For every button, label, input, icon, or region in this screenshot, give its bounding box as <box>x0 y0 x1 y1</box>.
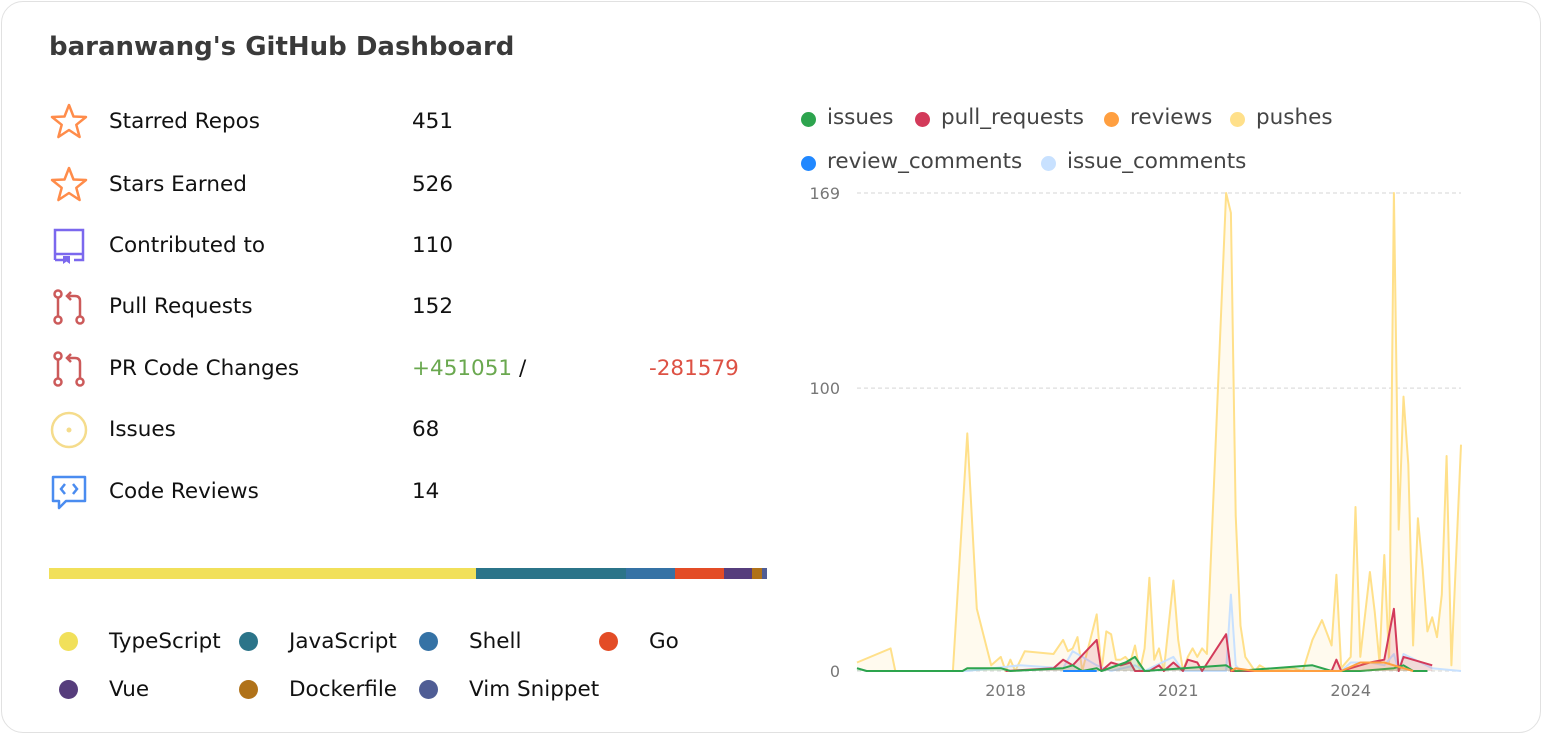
stat-row-issues: Issues 68 <box>49 409 769 449</box>
stat-value: 14 <box>412 479 440 504</box>
language-dot <box>419 680 438 699</box>
series-area-pushes <box>857 193 1461 671</box>
y-tick-label: 100 <box>809 379 840 398</box>
deletions: -281579 <box>649 356 739 381</box>
language-legend-item: Vim Snippet <box>419 677 600 702</box>
stat-row-starred-repos: Starred Repos 451 <box>49 101 769 141</box>
x-tick-label: 2018 <box>985 681 1026 700</box>
issue-icon <box>49 410 89 450</box>
language-name: Dockerfile <box>289 677 398 702</box>
x-tick-label: 2024 <box>1330 681 1371 700</box>
pull-request-icon <box>49 349 89 389</box>
separator: / <box>518 356 527 381</box>
stat-label: Stars Earned <box>109 172 247 197</box>
language-legend-item: Shell <box>419 629 522 654</box>
code-review-icon <box>49 472 89 512</box>
legend-label: issues <box>827 105 894 130</box>
language-bar-segment-typescript <box>49 568 477 579</box>
language-dot <box>239 680 258 699</box>
legend-label: issue_comments <box>1067 149 1247 174</box>
y-tick-label: 169 <box>809 184 840 203</box>
stat-value: 68 <box>412 417 440 442</box>
chart-legend-pull-requests[interactable]: pull_requests <box>915 105 1084 130</box>
legend-label: review_comments <box>827 149 1023 174</box>
stat-value: 152 <box>412 294 454 319</box>
chart-legend-issues[interactable]: issues <box>801 105 894 130</box>
series-line-issues <box>856 655 1428 672</box>
stat-row-contributed-to: Contributed to 110 <box>49 225 769 265</box>
language-name: TypeScript <box>109 629 221 654</box>
language-legend-item: Dockerfile <box>239 677 398 702</box>
legend-dot <box>915 112 930 127</box>
legend-dot <box>1041 156 1056 171</box>
y-tick-label: 0 <box>830 662 840 681</box>
legend-dot <box>1104 112 1119 127</box>
language-dot <box>239 632 258 651</box>
stat-value: 451 <box>412 109 454 134</box>
chart-legend-reviews[interactable]: reviews <box>1104 105 1213 130</box>
language-name: Go <box>649 629 679 654</box>
language-dot <box>599 632 618 651</box>
series-line-reviews <box>1230 661 1414 672</box>
chart-legend-issue-comments[interactable]: issue_comments <box>1041 149 1247 174</box>
chart-legend-pushes[interactable]: pushes <box>1230 105 1333 130</box>
language-legend-item: Vue <box>59 677 150 702</box>
language-bar-segment-dockerfile <box>751 568 762 579</box>
legend-label: pull_requests <box>941 105 1084 130</box>
star-icon <box>49 102 89 142</box>
language-name: Vue <box>109 677 150 702</box>
stat-row-stars-earned: Stars Earned 526 <box>49 164 769 204</box>
language-bar-segment-go <box>675 568 724 579</box>
stat-row-pr-code-changes: PR Code Changes +451051 / -281579 <box>49 348 769 388</box>
stat-row-code-reviews: Code Reviews 14 <box>49 471 769 511</box>
stat-label: Pull Requests <box>109 294 253 319</box>
stat-value: +451051 / -281579 <box>412 356 739 381</box>
series-area-reviews <box>1230 662 1414 671</box>
page-title: baranwang's GitHub Dashboard <box>49 32 515 62</box>
additions: +451051 <box>412 356 513 381</box>
language-legend-item: TypeScript <box>59 629 221 654</box>
language-name: JavaScript <box>289 629 397 654</box>
language-bar-segment-shell <box>626 568 676 579</box>
stat-label: Code Reviews <box>109 479 259 504</box>
chart-legend-review-comments[interactable]: review_comments <box>801 149 1023 174</box>
language-name: Shell <box>469 629 522 654</box>
stat-label: PR Code Changes <box>109 356 300 381</box>
language-legend-item: Go <box>599 629 679 654</box>
legend-dot <box>801 112 816 127</box>
legend-dot <box>801 156 816 171</box>
language-bar-segment-vue <box>723 568 752 579</box>
stat-label: Issues <box>109 417 176 442</box>
repo-icon <box>49 226 89 266</box>
stat-value: 526 <box>412 172 454 197</box>
language-dot <box>419 632 438 651</box>
legend-dot <box>1230 112 1245 127</box>
language-bar-segment-vim-snippet <box>761 568 767 579</box>
language-bar <box>49 568 767 579</box>
stat-label: Contributed to <box>109 233 266 258</box>
star-icon <box>49 165 89 205</box>
legend-label: reviews <box>1130 105 1213 130</box>
language-dot <box>59 680 78 699</box>
legend-label: pushes <box>1256 105 1333 130</box>
stat-row-pull-requests: Pull Requests 152 <box>49 286 769 326</box>
language-dot <box>59 632 78 651</box>
series-line-pushes <box>856 192 1462 672</box>
language-legend-item: JavaScript <box>239 629 397 654</box>
stat-value: 110 <box>412 233 454 258</box>
language-name: Vim Snippet <box>469 677 600 702</box>
stat-label: Starred Repos <box>109 109 260 134</box>
x-tick-label: 2021 <box>1158 681 1199 700</box>
language-bar-segment-javascript <box>476 568 627 579</box>
pull-request-icon <box>49 287 89 327</box>
